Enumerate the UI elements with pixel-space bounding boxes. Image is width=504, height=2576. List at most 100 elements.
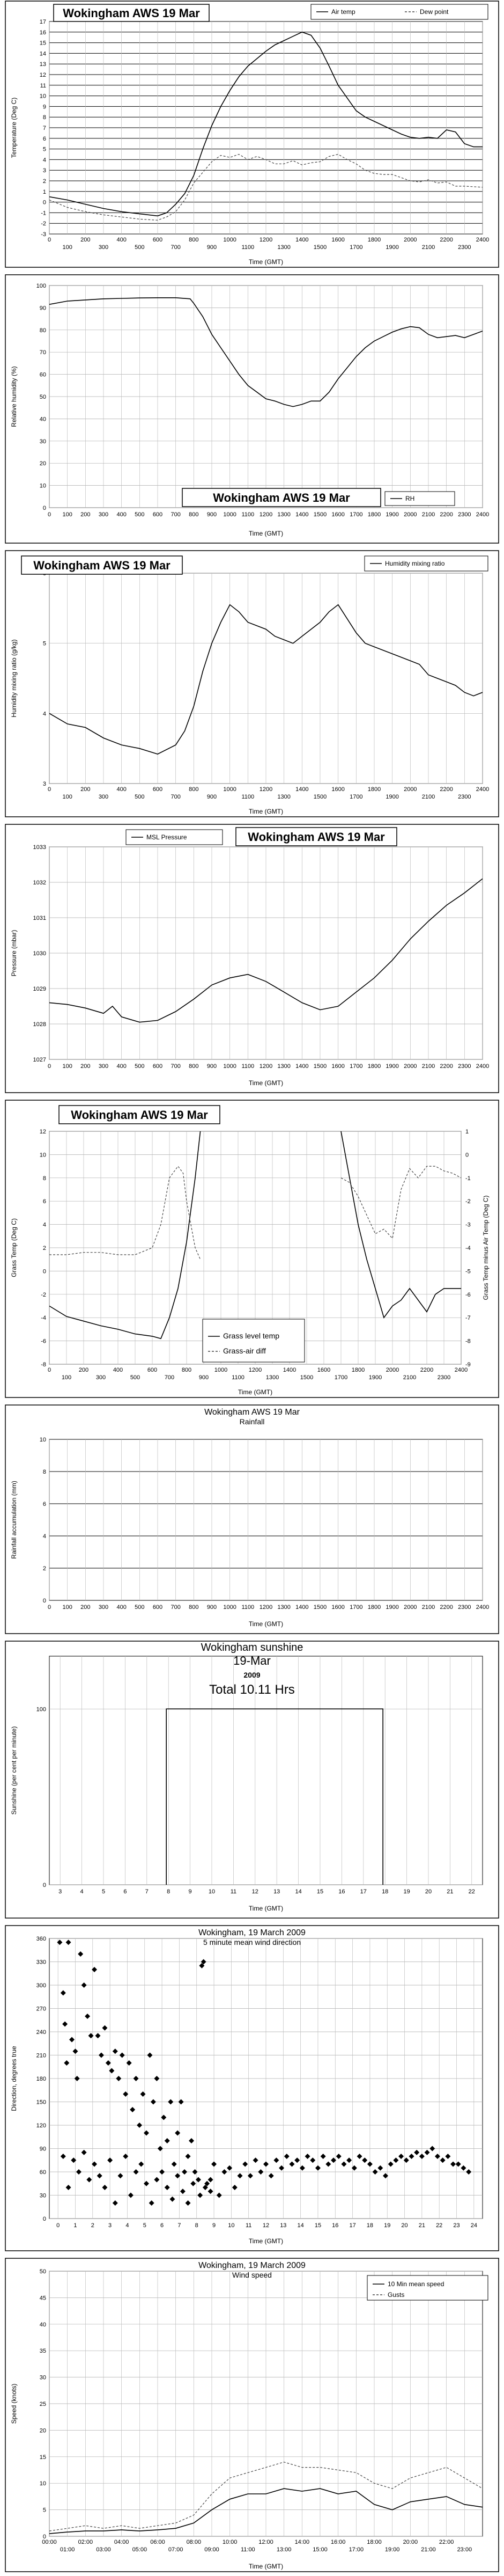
x-tick-label: 15	[315, 2222, 321, 2229]
x-tick-label: 6	[123, 1889, 127, 1895]
y-right-tick-label: -6	[465, 1292, 471, 1298]
chart-title: Wokingham AWS 19 Mar	[248, 830, 385, 844]
x-tick-label: 1400	[295, 786, 308, 793]
x-tick-label: 1900	[386, 1063, 398, 1070]
data-point	[178, 2099, 184, 2105]
x-tick-label: 1300	[277, 1063, 290, 1070]
x-tick-label: 1200	[260, 1063, 272, 1070]
x-tick-label: 700	[171, 1063, 180, 1070]
y-axis-label: Relative humidity (%)	[10, 366, 18, 427]
y-tick-label: 1028	[33, 1021, 46, 1028]
x-tick-label: 09:00	[204, 2546, 219, 2553]
x-tick-label: 800	[189, 1063, 198, 1070]
x-tick-label: 21	[447, 1889, 453, 1895]
x-tick-label: 1300	[266, 1374, 279, 1381]
x-tick-label: 1000	[223, 237, 236, 243]
grass-temp-panel: -8 -6 -4 -2 0 2 4 6 8 10 12 0 200 400 600 800 1000 1200 14…	[0, 1099, 504, 1400]
data-point	[232, 2185, 238, 2190]
chart-svg: 0 100 3 4 5 6 7 8 9 10 11 12 13 14 15 16 17 18 19 20 21 22 Tim…	[5, 1641, 499, 1919]
data-point	[171, 2161, 177, 2167]
data-point	[126, 2060, 132, 2066]
x-tick-label: 2100	[422, 1604, 435, 1611]
x-tick-label: 0	[48, 1367, 51, 1373]
y-tick-label: 100	[36, 283, 46, 289]
y-tick-label: 2	[43, 1245, 46, 1252]
series-line	[49, 2488, 483, 2534]
x-tick-label: 22	[436, 2222, 442, 2229]
x-tick-label: 2000	[404, 237, 417, 243]
y-tick-label: 4	[43, 1533, 46, 1540]
legend-box	[367, 2275, 488, 2301]
x-tick-label: 2100	[422, 244, 435, 251]
series-line	[49, 1131, 461, 1340]
x-tick-label: 12:00	[258, 2539, 273, 2545]
x-tick-label: 1000	[223, 511, 236, 518]
data-point	[197, 2192, 203, 2198]
data-point	[362, 2157, 368, 2163]
x-tick-label: 1400	[295, 1604, 308, 1611]
pressure-panel: 1027 1028 1029 1030 1031 1032 1033 0 100 200 300 40…	[0, 823, 504, 1095]
y-tick-label: 10	[40, 1152, 46, 1158]
data-point	[169, 2196, 175, 2202]
x-tick-label: 01:00	[60, 2546, 75, 2553]
legend-label: Dew point	[420, 8, 449, 16]
data-point	[137, 2123, 143, 2128]
chart-year: 2009	[243, 1671, 260, 1679]
y-tick-label: 1032	[33, 880, 46, 886]
y-tick-label: 6	[43, 1198, 46, 1205]
y-tick-label: 5	[43, 147, 46, 153]
x-tick-label: 1700	[350, 511, 362, 518]
x-tick-label: 21	[419, 2222, 425, 2229]
y-tick-label: 10	[40, 1437, 46, 1443]
x-tick-label: 1200	[260, 786, 272, 793]
data-point	[190, 2180, 196, 2186]
title-box	[58, 1105, 220, 1124]
x-tick-label: 800	[189, 786, 198, 793]
data-point	[216, 2192, 222, 2198]
data-point	[289, 2161, 295, 2167]
data-point	[227, 2165, 233, 2171]
x-tick-label: 2200	[440, 786, 453, 793]
data-point	[72, 2048, 78, 2054]
mixing-ratio-panel: 3456020040060080010001200140016001800200…	[0, 550, 504, 819]
x-tick-label: 1400	[283, 1367, 296, 1373]
data-point	[74, 2076, 80, 2081]
data-point	[150, 2099, 156, 2105]
y-tick-label: -1	[41, 210, 46, 216]
x-tick-label: 1200	[249, 1367, 262, 1373]
series-line	[166, 1708, 383, 1885]
series-line	[49, 1166, 461, 1260]
y-tick-label: 5	[43, 641, 46, 647]
data-point	[434, 2154, 440, 2159]
data-point	[279, 2165, 285, 2171]
x-tick-label: 12	[263, 2222, 269, 2229]
x-tick-label: 1500	[314, 794, 327, 800]
data-point	[69, 2037, 75, 2043]
x-tick-label: 500	[135, 511, 144, 518]
x-tick-label: 400	[116, 1604, 126, 1611]
y-tick-label: 10	[40, 2480, 46, 2487]
x-tick-label: 100	[62, 244, 72, 251]
data-point	[157, 2146, 163, 2151]
y-tick-label: 90	[40, 305, 46, 311]
data-point	[112, 2048, 118, 2054]
title-box	[53, 4, 210, 22]
series-line	[49, 31, 483, 217]
x-tick-label: 3	[108, 2222, 112, 2229]
x-tick-label: 2100	[422, 511, 435, 518]
x-tick-label: 300	[99, 244, 108, 251]
y-tick-label: 2	[43, 178, 46, 185]
x-tick-label: 400	[113, 1367, 123, 1373]
x-tick-label: 100	[62, 1374, 71, 1381]
data-point	[211, 2161, 217, 2167]
data-point	[201, 1959, 206, 1965]
y-tick-label: 50	[40, 2268, 46, 2275]
data-point	[149, 2200, 154, 2206]
x-tick-label: 17	[349, 2222, 355, 2229]
data-point	[204, 2180, 210, 2186]
x-tick-label: 2000	[404, 1063, 417, 1070]
x-tick-label: 03:00	[96, 2546, 111, 2553]
x-tick-label: 2300	[458, 511, 471, 518]
x-tick-label: 400	[116, 237, 126, 243]
